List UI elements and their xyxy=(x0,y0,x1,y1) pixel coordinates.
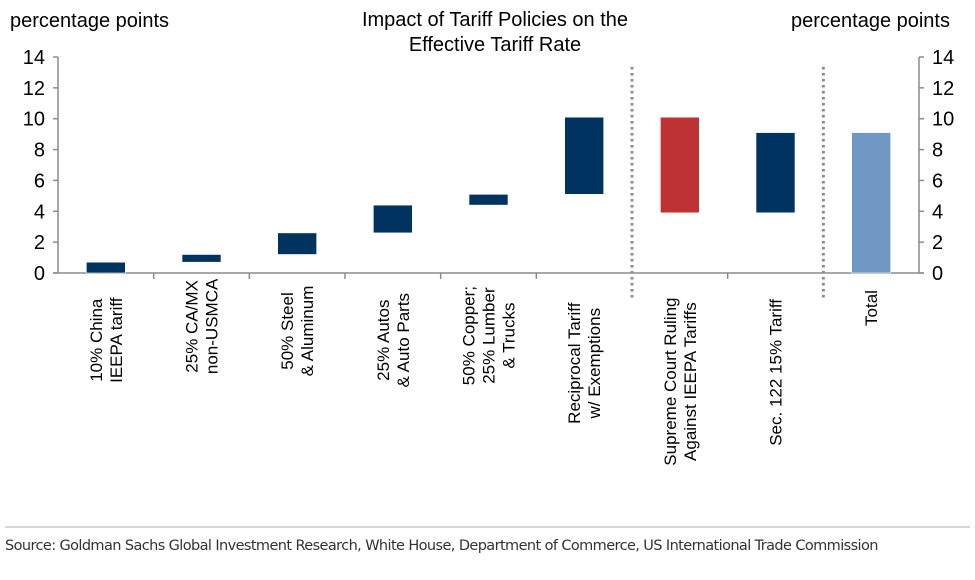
bar-increase xyxy=(86,261,126,274)
y-axis-unit-label-left: percentage points xyxy=(10,10,170,32)
y-tick-label-left: 8 xyxy=(34,140,45,162)
x-tick-label-line: Sec. 122 15% Tariff xyxy=(767,299,786,446)
x-tick-label: 25% Autos & Auto Parts xyxy=(374,293,413,388)
y-tick-label-right: 10 xyxy=(932,109,954,131)
bar-increase xyxy=(564,116,604,195)
y-tick-label-left: 0 xyxy=(34,263,45,285)
x-tick-label-line: & Auto Parts xyxy=(394,293,413,388)
axes: 0 0 2 2 4 4 6 6 8 8 10 10 12 12 14 14 xyxy=(23,47,955,285)
bar-total xyxy=(851,132,891,274)
bar-increase xyxy=(755,132,796,214)
x-tick-label: 25% CA/MX non-USMCA xyxy=(183,278,222,374)
y-tick-label-left: 4 xyxy=(34,201,45,223)
y-tick-label-right: 6 xyxy=(932,170,943,192)
x-tick-label-line: IEEPA tariff xyxy=(107,297,126,383)
y-tick-label-right: 14 xyxy=(932,47,954,69)
x-axis-labels: 10% China IEEPA tariff 25% CA/MX non-USMCA 5… xyxy=(87,278,881,466)
bar-increase xyxy=(468,194,509,206)
x-tick-label: Reciprocal Tariff w/ Exemptions xyxy=(565,302,604,424)
bar-decrease xyxy=(660,116,700,214)
bars xyxy=(86,116,891,274)
x-tick-label-line: Total xyxy=(862,290,881,326)
x-tick-label-line: 25% Lumber xyxy=(480,287,499,384)
source-note: Source: Goldman Sachs Global Investment … xyxy=(5,538,878,554)
y-tick-label-left: 10 xyxy=(23,109,45,131)
footer-separator xyxy=(5,526,970,528)
x-tick-label-line: Reciprocal Tariff xyxy=(565,302,584,424)
x-tick-label-line: non-USMCA xyxy=(203,278,222,374)
y-tick-label-right: 4 xyxy=(932,201,943,223)
x-tick-label: Supreme Court Ruling Against IEEPA Tariff… xyxy=(661,297,700,465)
x-tick-label-line: 10% China xyxy=(87,298,106,382)
x-tick-label: Sec. 122 15% Tariff xyxy=(767,299,786,446)
x-tick-label: Total xyxy=(862,290,881,326)
y-tick-label-left: 6 xyxy=(34,170,45,192)
y-tick-label-left: 12 xyxy=(23,78,45,100)
x-tick-label-line: Against IEEPA Tariffs xyxy=(681,302,700,461)
x-tick-label-line: 50% Steel xyxy=(278,292,297,370)
y-tick-label-left: 2 xyxy=(34,232,45,254)
y-tick-label-right: 8 xyxy=(932,140,943,162)
x-tick-label: 50% Copper; 25% Lumber & Trucks xyxy=(460,286,519,385)
bar-increase xyxy=(373,204,413,234)
y-tick-label-left: 14 xyxy=(23,47,45,69)
chart-title-line-2: Effective Tariff Rate xyxy=(408,34,582,56)
bar-increase xyxy=(277,232,317,255)
x-tick-label-line: Supreme Court Ruling xyxy=(661,297,680,465)
section-dividers xyxy=(630,67,825,298)
x-tick-label: 50% Steel & Aluminum xyxy=(278,286,317,377)
y-tick-label-right: 2 xyxy=(932,232,943,254)
y-tick-label-right: 12 xyxy=(932,78,954,100)
y-tick-label-right: 0 xyxy=(932,263,943,285)
x-tick-label-line: 25% CA/MX xyxy=(183,280,202,373)
x-tick-label-line: 50% Copper; xyxy=(460,286,479,385)
x-tick-label-line: & Trucks xyxy=(500,303,519,369)
waterfall-chart: 0 0 2 2 4 4 6 6 8 8 10 10 12 12 14 14 10% China IEEPA ta… xyxy=(23,47,955,466)
x-tick-label-line: 25% Autos xyxy=(374,300,393,381)
bar-increase xyxy=(181,254,222,263)
chart-title-line-1: Impact of Tariff Policies on the xyxy=(361,9,629,31)
x-tick-label: 10% China IEEPA tariff xyxy=(87,297,126,383)
x-tick-label-line: & Aluminum xyxy=(298,286,317,377)
x-tick-label-line: w/ Exemptions xyxy=(585,308,604,420)
y-axis-unit-label-right: percentage points xyxy=(790,10,950,32)
chart-title: Impact of Tariff Policies on the Effecti… xyxy=(330,8,660,58)
